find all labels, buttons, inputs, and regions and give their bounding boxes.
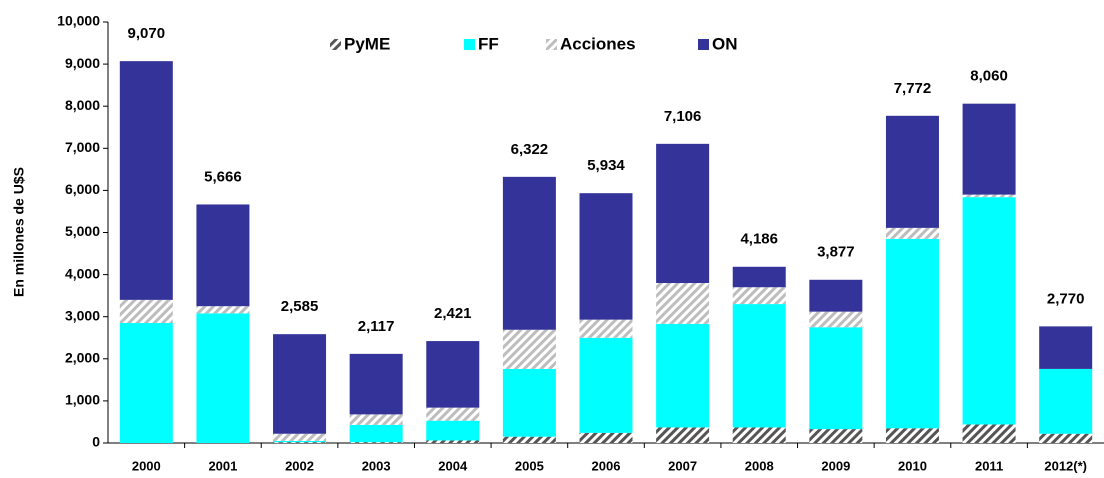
legend-swatch	[698, 39, 709, 50]
bar-segment	[885, 115, 939, 228]
bar-segment	[732, 427, 786, 443]
bar-segment	[1039, 326, 1093, 369]
bar-segment	[349, 353, 403, 415]
bar-segment	[119, 61, 173, 300]
y-tick-label: 8,000	[65, 97, 100, 113]
bar-segment	[656, 323, 710, 428]
total-label: 2,117	[358, 318, 395, 335]
y-tick-label: 5,000	[65, 223, 100, 239]
x-tick-label: 2007	[668, 458, 697, 473]
y-tick-label: 10,000	[57, 13, 100, 29]
bar-segment	[962, 103, 1016, 195]
legend-label: ON	[712, 34, 738, 53]
bar-segment	[962, 197, 1016, 425]
bar-segment	[502, 368, 556, 437]
x-tick-label: 2001	[208, 458, 237, 473]
legend-label: FF	[478, 34, 499, 53]
bar-segment	[1039, 433, 1093, 443]
legend-swatch	[546, 39, 557, 50]
total-label: 8,060	[970, 68, 1008, 85]
bar-segment	[656, 427, 710, 443]
bar-segment	[119, 299, 173, 324]
x-tick-label: 2004	[438, 458, 468, 473]
total-label: 2,770	[1047, 290, 1085, 307]
bar-segment	[809, 327, 863, 430]
legend-swatch	[464, 39, 475, 50]
legend-swatch	[330, 39, 341, 50]
y-tick-label: 9,000	[65, 55, 100, 71]
bar-segment	[579, 319, 633, 338]
legend-label: Acciones	[560, 34, 636, 53]
bar-segment	[426, 341, 480, 408]
bar-segment	[426, 407, 480, 421]
x-tick-label: 2002	[285, 458, 314, 473]
y-tick-label: 0	[92, 434, 100, 450]
bar-segment	[732, 287, 786, 305]
total-label: 2,585	[281, 298, 319, 315]
x-tick-label: 2010	[898, 458, 927, 473]
bar-segment	[273, 334, 327, 434]
bar-segment	[732, 304, 786, 428]
bar-segment	[196, 306, 250, 314]
y-tick-label: 3,000	[65, 307, 100, 323]
bar-segment	[426, 440, 480, 443]
x-tick-label: 2011	[975, 458, 1003, 473]
x-tick-label: 2006	[592, 458, 621, 473]
bar-segment	[349, 442, 403, 443]
bar-segment	[962, 194, 1016, 198]
bar-segment	[579, 432, 633, 443]
bar-segment	[579, 193, 633, 320]
y-tick-label: 2,000	[65, 350, 100, 366]
bar-segment	[885, 428, 939, 443]
bar-segment	[119, 323, 173, 443]
x-tick-label: 2003	[362, 458, 391, 473]
bar-segment	[809, 311, 863, 328]
total-label: 4,186	[740, 231, 778, 248]
bar-segment	[349, 424, 403, 443]
legend-label: PyME	[344, 34, 390, 53]
bar-segment	[273, 433, 327, 441]
bar-segment	[809, 279, 863, 312]
bar-segment	[196, 204, 250, 307]
y-tick-label: 6,000	[65, 181, 100, 197]
bar-segment	[885, 227, 939, 239]
total-label: 2,421	[434, 305, 472, 322]
y-axis-label: En millones de U$S	[11, 167, 27, 297]
bar-segment	[656, 283, 710, 324]
total-label: 6,322	[511, 141, 549, 158]
bar-segment	[502, 436, 556, 443]
bar-segment	[502, 329, 556, 369]
x-tick-label: 2009	[821, 458, 850, 473]
bar-segment	[885, 238, 939, 429]
bar-segment	[273, 442, 327, 443]
x-tick-label: 2012(*)	[1044, 458, 1087, 473]
total-label: 5,666	[204, 168, 242, 185]
bar-segment	[426, 420, 480, 441]
bar-segment	[962, 424, 1016, 443]
total-label: 7,106	[664, 108, 702, 125]
bar-segment	[349, 414, 403, 425]
bar-segment	[579, 337, 633, 433]
total-label: 7,772	[894, 80, 932, 97]
total-label: 5,934	[587, 157, 625, 174]
bar-segment	[273, 440, 327, 443]
total-label: 9,070	[128, 25, 166, 42]
bar-segment	[809, 429, 863, 443]
x-tick-label: 2008	[745, 458, 774, 473]
y-tick-label: 4,000	[65, 265, 100, 281]
bar-segment	[732, 266, 786, 288]
y-tick-label: 1,000	[65, 392, 100, 408]
bar-segment	[502, 176, 556, 330]
bar-segment	[196, 313, 250, 443]
y-tick-label: 7,000	[65, 139, 100, 155]
total-label: 3,877	[817, 244, 855, 261]
bar-segment	[656, 143, 710, 284]
bar-segment	[1039, 368, 1093, 434]
x-tick-label: 2005	[515, 458, 544, 473]
x-tick-label: 2000	[132, 458, 161, 473]
